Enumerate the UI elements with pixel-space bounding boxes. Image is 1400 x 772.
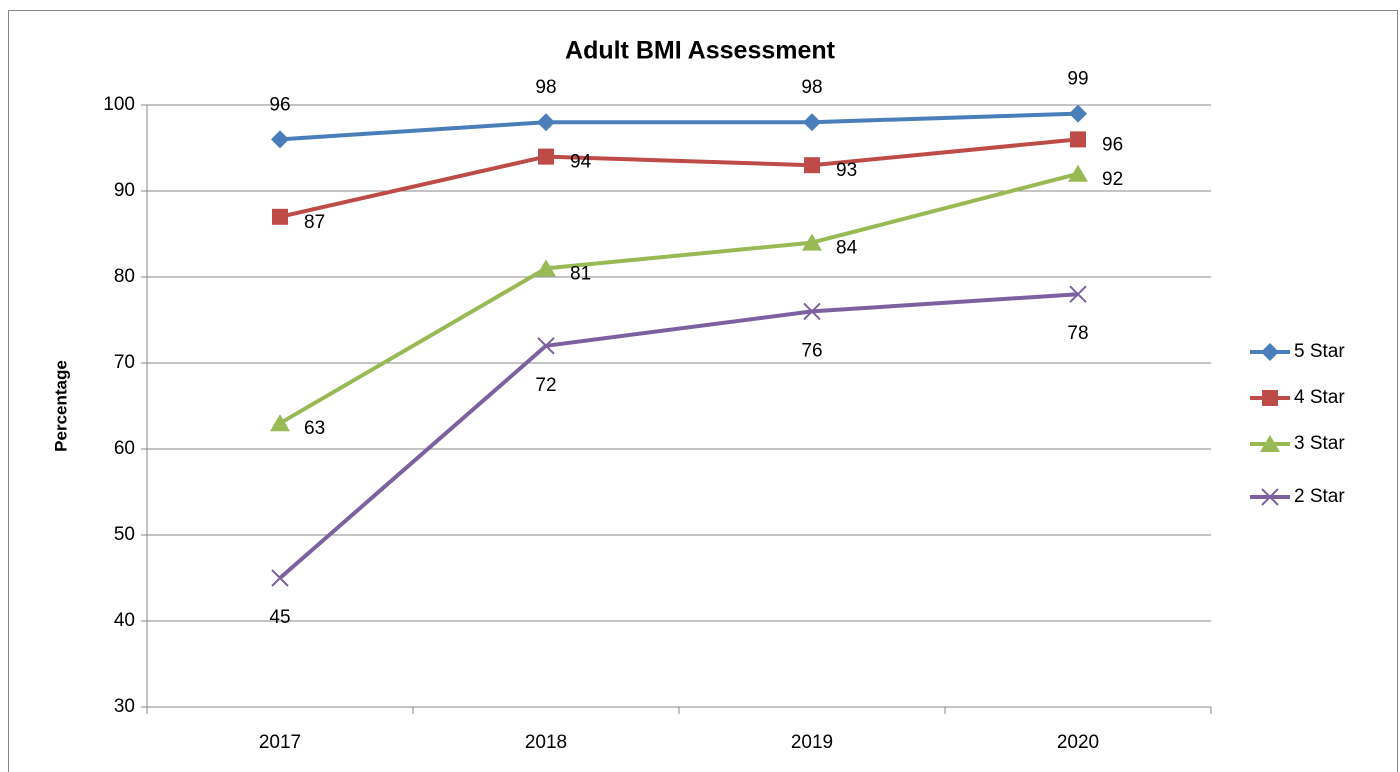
data-label: 96 — [1102, 134, 1123, 155]
data-label: 92 — [1102, 169, 1123, 190]
y-tick-label: 60 — [114, 438, 135, 459]
data-label: 84 — [836, 238, 858, 259]
y-tick-label: 50 — [114, 524, 135, 545]
data-label: 81 — [570, 263, 591, 284]
data-label: 63 — [304, 418, 325, 439]
marker — [272, 209, 288, 225]
x-tick-label: 2019 — [791, 732, 833, 753]
x-tick-label: 2020 — [1057, 732, 1099, 753]
data-label: 93 — [836, 160, 857, 181]
data-label: 98 — [801, 77, 822, 98]
legend-label: 4 Star — [1294, 387, 1345, 408]
y-tick-label: 100 — [103, 94, 135, 115]
x-tick-label: 2017 — [259, 732, 301, 753]
data-label: 76 — [801, 340, 822, 361]
legend-marker — [1262, 390, 1278, 406]
x-tick-label: 2018 — [525, 732, 567, 753]
chart-border — [9, 11, 1398, 772]
chart-title: Adult BMI Assessment — [565, 37, 836, 65]
y-tick-label: 80 — [114, 266, 135, 287]
data-label: 94 — [570, 152, 592, 173]
marker — [1070, 131, 1086, 147]
legend-label: 5 Star — [1294, 341, 1345, 362]
data-label: 87 — [304, 212, 325, 233]
data-label: 98 — [535, 77, 556, 98]
data-label: 72 — [535, 375, 556, 396]
y-tick-label: 40 — [114, 610, 135, 631]
y-tick-label: 90 — [114, 180, 135, 201]
y-tick-label: 70 — [114, 352, 135, 373]
y-tick-label: 30 — [114, 696, 135, 717]
data-label: 45 — [269, 607, 290, 628]
data-label: 78 — [1067, 323, 1088, 344]
marker — [538, 149, 554, 165]
legend-label: 2 Star — [1294, 486, 1345, 507]
legend-label: 3 Star — [1294, 433, 1345, 454]
y-axis-label: Percentage — [51, 360, 70, 452]
data-label: 96 — [269, 94, 290, 115]
data-label: 99 — [1067, 69, 1088, 90]
marker — [804, 157, 820, 173]
